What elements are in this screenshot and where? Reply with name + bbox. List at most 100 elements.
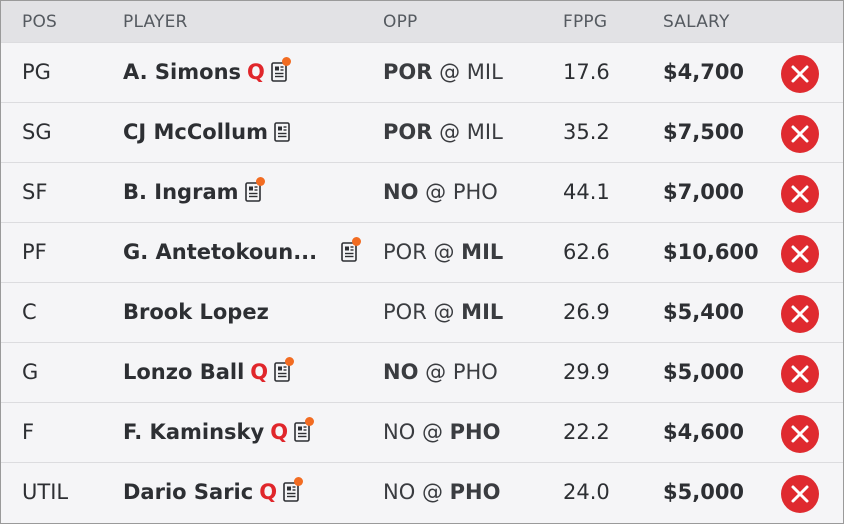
position-cell: UTIL [22, 480, 69, 504]
salary-cell: $7,500 [663, 120, 745, 144]
news-doc-icon[interactable] [244, 177, 265, 202]
player-cell: F. Kaminsky Q [123, 403, 315, 462]
opp-other: MIL [461, 240, 504, 264]
opp-sep: @ [421, 420, 443, 444]
news-alert-dot [255, 177, 265, 186]
opp-other: MIL [461, 300, 504, 324]
news-doc-icon[interactable] [341, 237, 361, 262]
header-opp[interactable]: OPP [383, 12, 418, 32]
opponent-cell: NO @ PHO [383, 163, 498, 222]
opp-other: MIL [466, 120, 503, 144]
salary-cell: $5,000 [663, 360, 745, 384]
table-row[interactable]: PG A. Simons Q POR @ MIL 17.6 $4,700 [1, 42, 843, 102]
status-badge: Q [270, 420, 289, 444]
opp-sep: @ [439, 120, 461, 144]
remove-x-icon[interactable] [781, 415, 819, 453]
player-name[interactable]: Dario Saric [123, 480, 254, 504]
player-name[interactable]: Lonzo Ball [123, 360, 245, 384]
remove-cell [781, 55, 819, 93]
opp-team: POR [383, 120, 433, 144]
table-row[interactable]: F F. Kaminsky Q NO @ PHO 22.2 $4,600 [1, 402, 843, 462]
news-alert-dot [352, 237, 361, 246]
opp-team: POR [383, 300, 427, 324]
table-row[interactable]: PF G. Antetokoun... POR @ MIL 62.6 $10,600 [1, 222, 843, 282]
remove-cell [781, 415, 819, 453]
position-cell: SG [22, 120, 52, 144]
opp-team: NO [383, 480, 416, 504]
player-cell: Brook Lopez [123, 283, 269, 342]
table-row[interactable]: UTIL Dario Saric Q NO @ PHO 24.0 $5,000 [1, 462, 843, 522]
position-cell: F [22, 420, 35, 444]
news-doc-icon[interactable] [283, 477, 304, 502]
status-badge: Q [259, 480, 278, 504]
remove-x-icon[interactable] [781, 475, 819, 513]
news-doc-icon[interactable] [294, 417, 315, 442]
remove-cell [781, 355, 819, 393]
player-name[interactable]: F. Kaminsky [123, 420, 265, 444]
opp-team: NO [383, 420, 416, 444]
opp-team: POR [383, 60, 433, 84]
opp-other: PHO [452, 360, 498, 384]
opp-team: NO [383, 180, 419, 204]
remove-x-icon[interactable] [781, 355, 819, 393]
header-salary[interactable]: SALARY [663, 12, 730, 32]
player-cell: B. Ingram [123, 163, 265, 222]
news-doc-icon[interactable] [274, 357, 295, 382]
news-alert-dot [285, 357, 295, 366]
header-player[interactable]: PLAYER [123, 12, 188, 32]
opp-other: PHO [449, 420, 501, 444]
table-row[interactable]: SG CJ McCollum POR @ MIL 35.2 $7,500 [1, 102, 843, 162]
fppg-cell: 17.6 [563, 60, 610, 84]
opp-sep: @ [425, 180, 447, 204]
news-cell [341, 223, 361, 282]
news-doc-icon[interactable] [271, 57, 291, 82]
remove-x-icon[interactable] [781, 175, 819, 213]
fppg-cell: 22.2 [563, 420, 610, 444]
remove-cell [781, 295, 819, 333]
opp-sep: @ [433, 300, 455, 324]
fppg-cell: 35.2 [563, 120, 610, 144]
header-fppg[interactable]: FPPG [563, 12, 608, 32]
remove-x-icon[interactable] [781, 295, 819, 333]
player-name[interactable]: G. Antetokoun... [123, 240, 318, 264]
news-alert-dot [281, 57, 291, 66]
status-badge: Q [247, 60, 265, 84]
player-name[interactable]: B. Ingram [123, 180, 239, 204]
salary-cell: $7,000 [663, 180, 745, 204]
salary-cell: $5,000 [663, 480, 745, 504]
remove-cell [781, 235, 819, 273]
remove-cell [781, 115, 819, 153]
remove-cell [781, 175, 819, 213]
opponent-cell: POR @ MIL [383, 223, 503, 282]
remove-cell [781, 475, 819, 513]
player-cell: G. Antetokoun... [123, 223, 317, 282]
opp-sep: @ [433, 240, 455, 264]
player-name[interactable]: A. Simons [123, 60, 242, 84]
opponent-cell: NO @ PHO [383, 403, 500, 462]
opponent-cell: POR @ MIL [383, 103, 503, 162]
remove-x-icon[interactable] [781, 235, 819, 273]
player-name[interactable]: Brook Lopez [123, 300, 269, 324]
news-alert-dot [305, 417, 315, 426]
opp-sep: @ [425, 360, 447, 384]
player-name[interactable]: CJ McCollum [123, 120, 268, 144]
fppg-cell: 26.9 [563, 300, 610, 324]
fppg-cell: 29.9 [563, 360, 610, 384]
salary-cell: $10,600 [663, 240, 759, 264]
opponent-cell: POR @ MIL [383, 43, 503, 102]
header-pos[interactable]: POS [22, 12, 58, 32]
fppg-cell: 62.6 [563, 240, 610, 264]
opp-team: POR [383, 240, 427, 264]
table-row[interactable]: G Lonzo Ball Q NO @ PHO 29.9 $5,000 [1, 342, 843, 402]
news-doc-icon[interactable] [274, 122, 290, 142]
opp-team: NO [383, 360, 419, 384]
position-cell: PG [22, 60, 51, 84]
player-cell: A. Simons Q [123, 43, 291, 102]
position-cell: C [22, 300, 37, 324]
table-row[interactable]: SF B. Ingram NO @ PHO 44.1 $7,000 [1, 162, 843, 222]
remove-x-icon[interactable] [781, 115, 819, 153]
table-row[interactable]: C Brook Lopez POR @ MIL 26.9 $5,400 [1, 282, 843, 342]
status-badge: Q [250, 360, 269, 384]
remove-x-icon[interactable] [781, 55, 819, 93]
